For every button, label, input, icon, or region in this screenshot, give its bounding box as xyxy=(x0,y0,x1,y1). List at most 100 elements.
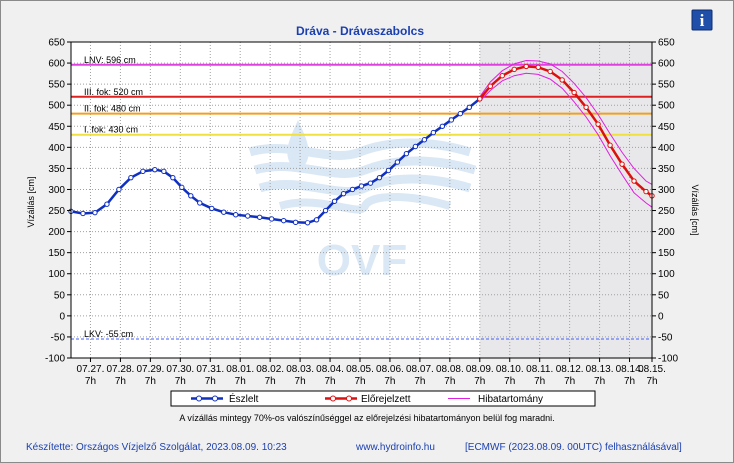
x-tick-date: 07.29. xyxy=(136,364,164,375)
observed-data-point xyxy=(313,217,320,223)
x-tick-date: 08.06. xyxy=(376,364,404,375)
observed-data-point xyxy=(394,159,401,165)
observed-data-point xyxy=(340,190,347,197)
forecast-data-point xyxy=(535,64,541,70)
legend-item-forecast: Előrejelzett xyxy=(325,394,411,405)
observed-data-point xyxy=(197,200,203,206)
x-tick-hour: 7h xyxy=(324,376,335,387)
x-tick-date: 08.11. xyxy=(526,364,553,375)
error-range-upper-line xyxy=(479,59,653,185)
x-tick-date: 08.15. xyxy=(638,364,666,375)
x-tick-hour: 7h xyxy=(145,376,156,387)
observed-data-point xyxy=(152,166,158,173)
watermark-wave xyxy=(258,174,472,196)
x-tick-date: 07.31. xyxy=(196,364,224,375)
forecast-data-point xyxy=(631,178,637,184)
observed-data-point xyxy=(412,143,419,150)
forecast-region-shade xyxy=(479,42,652,358)
x-tick-hour: 7h xyxy=(534,376,545,387)
legend-item-observed: Észlelt xyxy=(191,392,259,405)
error-range-lower-line xyxy=(479,72,653,208)
observed-data-point xyxy=(421,137,428,143)
observed-data-point xyxy=(161,168,167,175)
observed-data-point xyxy=(140,168,146,175)
y-tick-label-right: 0 xyxy=(658,311,664,322)
observed-data-point xyxy=(128,174,134,181)
y-tick-label-right: 650 xyxy=(658,38,675,49)
x-tick-date: 07.30. xyxy=(166,364,194,375)
observed-data-point xyxy=(233,212,239,218)
x-tick-date: 07.28. xyxy=(107,364,135,375)
y-tick-label-left: 100 xyxy=(48,269,65,280)
y-tick-label-left: 450 xyxy=(48,122,65,133)
x-tick-date: 07.27. xyxy=(77,364,105,375)
info-button[interactable]: i xyxy=(691,9,713,31)
y-tick-label-right: 50 xyxy=(658,290,670,301)
observed-data-point xyxy=(358,183,365,189)
y-tick-label-left: 0 xyxy=(59,311,65,322)
forecast-data-point xyxy=(487,83,493,89)
y-tick-label-left: 350 xyxy=(48,164,65,175)
x-tick-hour: 7h xyxy=(205,376,216,387)
observed-data-point xyxy=(331,198,338,204)
x-tick-date: 08.05. xyxy=(346,364,374,375)
x-tick-date: 08.09. xyxy=(466,364,494,375)
chart-title: Dráva - Drávaszabolcs xyxy=(296,24,424,38)
observed-data-point xyxy=(170,174,176,181)
observed-data-point xyxy=(188,193,194,199)
level-label: III. fok: 520 cm xyxy=(84,87,143,97)
x-tick-hour: 7h xyxy=(564,376,575,387)
observed-data-point xyxy=(92,209,98,216)
legend-forecast-label: Előrejelzett xyxy=(361,394,411,405)
forecast-series-line xyxy=(478,65,653,197)
x-tick-hour: 7h xyxy=(624,376,635,387)
y-tick-label-left: 600 xyxy=(48,59,65,70)
x-tick-hour: 7h xyxy=(474,376,485,387)
observed-data-point xyxy=(385,167,392,174)
x-tick-date: 08.12. xyxy=(556,364,584,375)
x-tick-hour: 7h xyxy=(646,376,657,387)
observed-data-point xyxy=(244,213,251,219)
y-tick-label-right: 500 xyxy=(658,101,675,112)
x-tick-hour: 7h xyxy=(295,376,306,387)
observed-data-point xyxy=(439,123,446,129)
y-tick-label-right: 300 xyxy=(658,185,675,196)
forecast-data-point xyxy=(499,73,505,79)
observed-data-point xyxy=(209,205,215,212)
x-tick-hour: 7h xyxy=(594,376,605,387)
footer-source: [ECMWF (2023.08.09. 00UTC) felhasználásá… xyxy=(465,442,682,453)
observed-data-point xyxy=(292,219,299,226)
y-tick-label-left: -50 xyxy=(51,332,66,343)
legend-item-range: Hibatartomány xyxy=(448,394,543,405)
footer-url[interactable]: www.hydroinfo.hu xyxy=(355,442,435,453)
x-tick-hour: 7h xyxy=(444,376,455,387)
observed-data-point xyxy=(367,180,374,186)
y-tick-label-left: 400 xyxy=(48,143,65,154)
x-tick-hour: 7h xyxy=(265,376,276,387)
probability-note: A vízállás mintegy 70%-os valószínűségge… xyxy=(179,413,554,423)
observed-data-point xyxy=(457,110,464,117)
x-tick-hour: 7h xyxy=(175,376,186,387)
observed-data-point xyxy=(403,150,410,157)
observed-data-point xyxy=(104,201,110,207)
forecast-data-point xyxy=(559,77,565,83)
watermark-wave xyxy=(278,193,452,214)
x-tick-date: 08.04. xyxy=(316,364,344,375)
observed-data-point xyxy=(304,220,311,226)
y-tick-label-right: -50 xyxy=(658,332,673,343)
y-tick-label-right: 450 xyxy=(658,122,675,133)
water-drop-icon xyxy=(287,120,309,172)
y-tick-label-left: 300 xyxy=(48,185,65,196)
x-tick-hour: 7h xyxy=(85,376,96,387)
x-tick-date: 08.14. xyxy=(616,364,644,375)
level-label: II. fok: 480 cm xyxy=(84,104,141,114)
observed-data-point xyxy=(448,117,455,123)
y-tick-label-left: 650 xyxy=(48,38,65,49)
y-tick-label-left: 50 xyxy=(54,290,66,301)
x-tick-hour: 7h xyxy=(384,376,395,387)
y-tick-label-left: 500 xyxy=(48,101,65,112)
y-tick-label-right: 350 xyxy=(658,164,675,175)
observed-data-point xyxy=(179,184,185,191)
info-icon: i xyxy=(700,11,705,30)
observed-data-point xyxy=(116,186,122,193)
